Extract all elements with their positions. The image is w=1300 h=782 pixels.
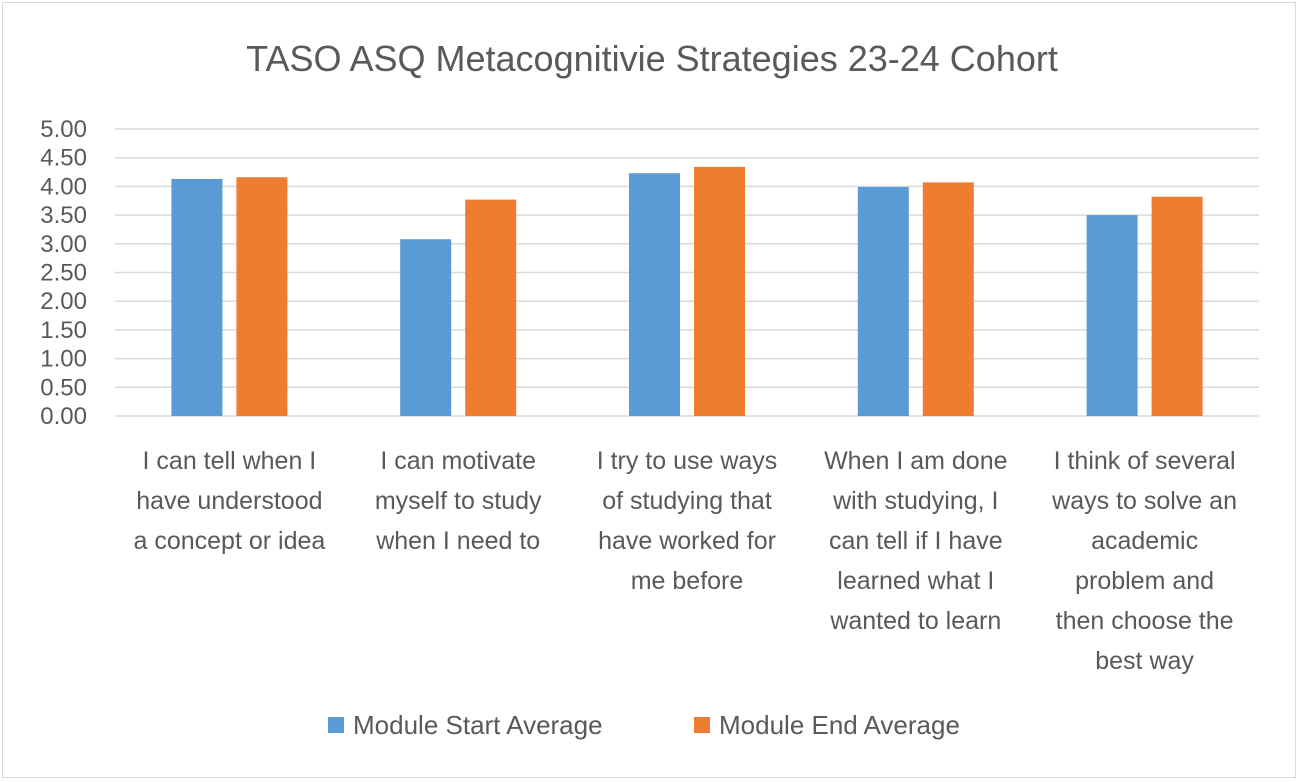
category-label: I can motivate myself to study when I need… xyxy=(375,447,542,555)
legend-item: Module End Average xyxy=(694,710,960,740)
legend-label: Module Start Average xyxy=(353,710,603,740)
category-label-line: I try to use ways xyxy=(597,447,778,475)
y-tick-label: 5.00 xyxy=(40,116,87,143)
bar-start-2 xyxy=(400,239,452,416)
legend-swatch xyxy=(328,717,344,733)
bar-end-3 xyxy=(694,166,745,416)
bar-chart: TASO ASQ Metacognitivie Strategies 23-24… xyxy=(40,38,1259,740)
bar-start-5 xyxy=(1086,215,1138,416)
category-label-line: academic xyxy=(1091,527,1198,555)
y-tick-label: 1.00 xyxy=(40,346,87,373)
category-label-line: ways to solve an xyxy=(1051,487,1237,515)
y-tick-label: 3.00 xyxy=(40,231,87,258)
category-label-line: me before xyxy=(631,567,744,595)
category-label: I think of several ways to solve an academ… xyxy=(1051,447,1237,675)
y-tick-label: 0.50 xyxy=(40,374,87,401)
category-label: I try to use ways of studying that have wo… xyxy=(597,447,778,595)
bars xyxy=(171,166,1203,416)
category-label-line: myself to study xyxy=(375,487,542,515)
category-label-line: can tell if I have xyxy=(829,527,1003,555)
category-label-line: have understood xyxy=(136,487,322,515)
category-label: I can tell when I have understood a concep… xyxy=(134,447,326,555)
bar-start-1 xyxy=(171,178,223,416)
category-label-line: have worked for xyxy=(598,527,776,555)
category-label: When I am done with studying, I can tell i… xyxy=(824,447,1007,635)
category-label-line: best way xyxy=(1095,647,1194,675)
category-label-line: then choose the xyxy=(1056,607,1234,635)
category-label-line: When I am done xyxy=(824,447,1007,475)
y-tick-label: 1.50 xyxy=(40,317,87,344)
bar-end-5 xyxy=(1151,196,1203,416)
category-label-line: I can motivate xyxy=(380,447,536,475)
category-label-line: problem and xyxy=(1075,567,1214,595)
chart-title: TASO ASQ Metacognitivie Strategies 23-24… xyxy=(246,38,1058,79)
category-label-line: of studying that xyxy=(602,487,772,515)
legend: Module Start Average Module End Average xyxy=(328,710,960,740)
y-tick-label: 0.00 xyxy=(40,403,87,430)
bar-end-1 xyxy=(236,177,288,416)
bar-start-4 xyxy=(857,186,909,416)
category-label-line: wanted to learn xyxy=(829,607,1001,635)
category-label-line: with studying, I xyxy=(832,487,998,515)
category-label-line: I can tell when I xyxy=(143,447,317,475)
bar-end-4 xyxy=(922,182,974,416)
y-tick-label: 4.50 xyxy=(40,145,87,172)
legend-item: Module Start Average xyxy=(328,710,603,740)
gridlines xyxy=(115,128,1259,417)
category-label-line: learned what I xyxy=(837,567,994,595)
category-label-line: when I need to xyxy=(375,527,540,555)
bar-start-3 xyxy=(629,173,680,416)
y-tick-label: 3.50 xyxy=(40,202,87,229)
legend-label: Module End Average xyxy=(719,710,960,740)
y-axis-ticks: 0.000.501.001.502.002.503.003.504.004.50… xyxy=(40,116,87,430)
y-tick-label: 2.50 xyxy=(40,260,87,287)
x-axis-categories: I can tell when I have understood a concep… xyxy=(134,447,1238,675)
category-label-line: a concept or idea xyxy=(134,527,326,555)
bar-end-2 xyxy=(465,199,517,416)
y-tick-label: 4.00 xyxy=(40,173,87,200)
category-label-line: I think of several xyxy=(1054,447,1236,475)
legend-swatch xyxy=(694,717,710,733)
y-tick-label: 2.00 xyxy=(40,288,87,315)
